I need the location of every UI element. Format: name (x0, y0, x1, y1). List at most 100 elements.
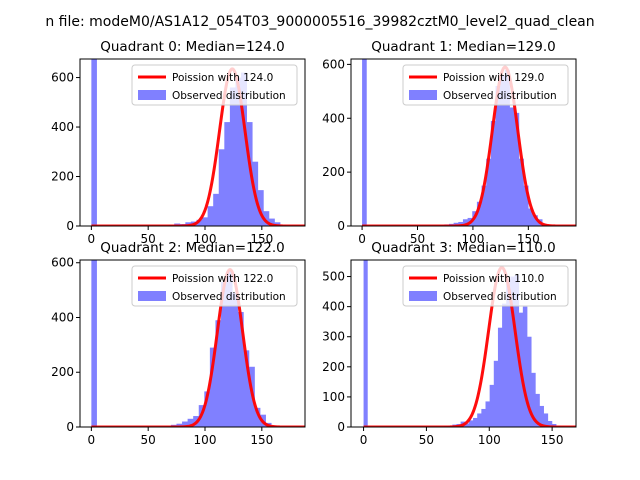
x-tick-label: 150 (250, 433, 273, 447)
histogram-bar (477, 413, 482, 427)
legend: Poission with 124.0 Observed distribution (131, 64, 298, 106)
chart-title: Quadrant 1: Median=129.0 (371, 39, 555, 55)
legend-bar-swatch (138, 291, 166, 301)
histogram-bar (514, 112, 520, 226)
histogram-bar (526, 336, 532, 427)
histogram-bar (237, 312, 244, 427)
legend-label: Observed distribution (172, 90, 286, 102)
histogram-bar (182, 421, 189, 427)
legend-label: Poission with 129.0 (443, 72, 544, 84)
y-tick-label: 200 (322, 165, 345, 179)
y-tick-label: 0 (66, 219, 74, 233)
legend: Poission with 122.0 Observed distribution (131, 265, 298, 307)
histogram-bar (490, 120, 496, 226)
legend-box (131, 64, 298, 106)
legend-bar-swatch (138, 90, 166, 100)
histogram-bar (485, 401, 491, 427)
y-tick-label: 200 (322, 360, 345, 374)
histogram-bar (486, 158, 492, 226)
y-tick-label: 0 (66, 420, 74, 434)
histogram-bar (468, 420, 474, 427)
legend: Poission with 129.0 Observed distribution (402, 64, 569, 106)
axes-frame (79, 259, 306, 428)
poisson-curve (91, 67, 305, 226)
histogram-bar (547, 420, 553, 427)
histogram-bar (506, 279, 511, 427)
chart-panel-3: Quadrant 3: Median=110.0 0 50 100 150 0 100 200… (322, 240, 577, 447)
histogram-bar (204, 391, 211, 427)
histogram-bar (522, 306, 528, 427)
legend: Poission with 110.0 Observed distribution (402, 265, 569, 307)
legend-label: Poission with 122.0 (172, 273, 273, 285)
x-tick-label: 150 (517, 232, 540, 246)
histogram-bar (202, 217, 209, 226)
histogram-bar (176, 423, 183, 427)
legend-label: Observed distribution (443, 291, 557, 303)
x-tick-label: 50 (141, 433, 156, 447)
histogram-bar (500, 75, 506, 226)
histogram-bar (215, 320, 222, 427)
axes-frame (350, 259, 577, 428)
histogram-bar (232, 292, 239, 427)
histogram-bar (489, 384, 495, 427)
histogram-bar (464, 423, 470, 427)
histogram-bar (241, 72, 247, 226)
legend-box (402, 64, 569, 106)
legend-label: Poission with 124.0 (172, 72, 273, 84)
poisson-curve (91, 268, 305, 427)
y-tick-label: 0 (337, 420, 345, 434)
legend-label: Poission with 110.0 (443, 273, 544, 285)
x-tick-label: 50 (141, 232, 156, 246)
x-tick-label: 0 (88, 232, 96, 246)
y-tick-label: 400 (322, 111, 345, 125)
y-tick-label: 600 (322, 57, 345, 71)
legend-bar-swatch (409, 90, 437, 100)
histogram-bar (462, 219, 469, 226)
histogram-bar (532, 215, 538, 226)
histogram-bar (235, 77, 242, 226)
histogram-bar (209, 347, 216, 427)
poisson-curve (362, 65, 576, 226)
chart-panel-0: Quadrant 0: Median=124.0 0 50 100 150 0 200 400… (51, 39, 306, 246)
histogram-bar (510, 276, 515, 427)
x-tick-label: 100 (194, 433, 217, 447)
histogram-bar (91, 260, 97, 427)
x-tick-label: 100 (194, 232, 217, 246)
legend-box (402, 265, 569, 307)
histogram-bar (531, 372, 536, 427)
y-tick-label: 400 (322, 300, 345, 314)
plot-area (91, 59, 305, 226)
poisson-curve (363, 265, 576, 427)
histogram-bar (187, 418, 194, 427)
x-tick-label: 0 (360, 433, 368, 447)
histogram-bar (363, 260, 368, 427)
chart-title: Quadrant 3: Median=110.0 (371, 240, 555, 256)
chart-panel-2: Quadrant 2: Median=122.0 0 50 100 150 0 200 400… (51, 240, 306, 447)
histogram-bar (453, 222, 459, 226)
chart-panel-1: Quadrant 1: Median=129.0 0 50 100 150 0 200 400… (322, 39, 577, 246)
histogram-bar (481, 185, 487, 226)
histogram-bar (539, 405, 544, 427)
x-tick-label: 150 (541, 433, 564, 447)
figure-suptitle: n file: modeM0/AS1A12_054T03_9000005516_… (45, 14, 594, 30)
histogram-bar (473, 417, 478, 427)
histogram-bar (535, 393, 540, 427)
histogram-bar (226, 270, 233, 427)
histogram-bar (221, 281, 227, 427)
x-tick-label: 50 (419, 433, 434, 447)
plot-area (362, 59, 576, 226)
histogram-bar (91, 59, 97, 226)
y-tick-label: 400 (51, 310, 74, 324)
histogram-bar (523, 185, 529, 226)
y-tick-label: 0 (337, 219, 345, 233)
y-tick-label: 200 (51, 170, 74, 184)
x-tick-label: 0 (358, 232, 366, 246)
histogram-bar (543, 413, 549, 427)
legend-bar-swatch (409, 291, 437, 301)
histogram-bar (509, 107, 515, 226)
legend-box (131, 265, 298, 307)
histogram-bar (243, 350, 250, 427)
chart-title: Quadrant 2: Median=122.0 (100, 240, 284, 256)
x-tick-label: 100 (478, 433, 501, 447)
y-tick-label: 200 (51, 365, 74, 379)
